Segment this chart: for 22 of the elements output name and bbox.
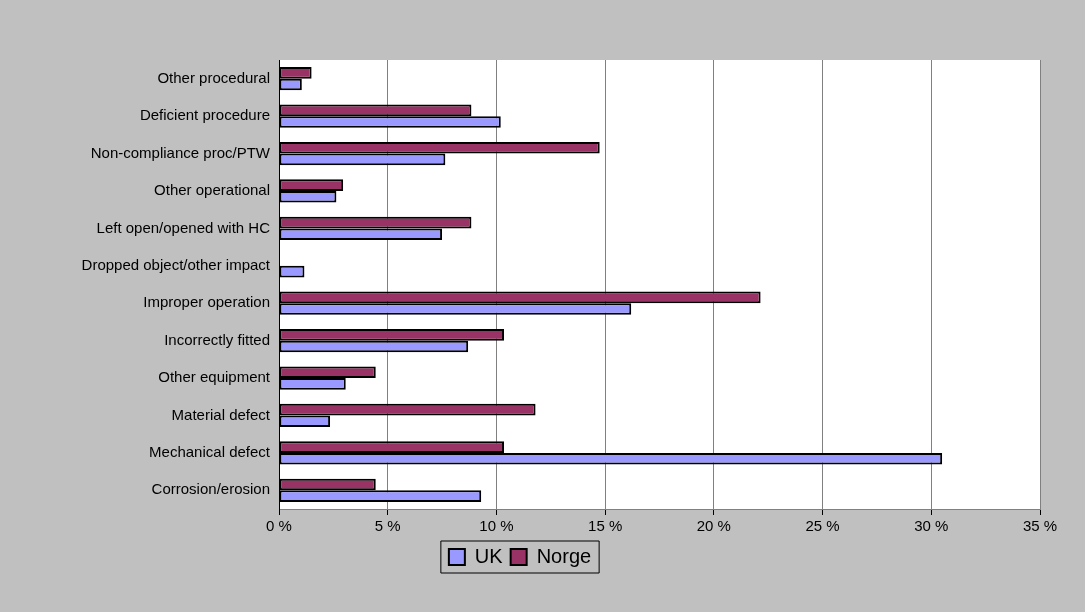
x-tick-label: 30 %	[914, 517, 949, 535]
x-tick-label: 5 %	[374, 517, 401, 535]
y-tick-label: Non-compliance proc/PTW	[90, 143, 271, 161]
y-tick-label: Other procedural	[157, 68, 270, 86]
x-tick-label: 10 %	[479, 517, 514, 535]
legend-label: UK	[474, 544, 504, 567]
y-tick-label: Other operational	[154, 181, 270, 199]
x-tick-label: 15 %	[588, 517, 623, 535]
y-tick-label: Improper operation	[143, 293, 270, 311]
y-tick-label: Other equipment	[158, 368, 271, 386]
x-tick-label: 25 %	[805, 517, 840, 535]
y-tick-label: Corrosion/erosion	[151, 480, 270, 498]
x-tick-label: 0 %	[266, 517, 292, 535]
y-tick-label: Left open/opened with HC	[96, 218, 271, 236]
y-tick-label: Mechanical defect	[149, 443, 271, 461]
x-tick-label: 35 %	[1022, 517, 1058, 535]
legend-label: Norge	[536, 544, 592, 567]
y-tick-label: Dropped object/other impact	[81, 255, 271, 273]
x-tick-label: 20 %	[696, 517, 731, 535]
y-tick-label: Incorrectly fitted	[164, 330, 270, 348]
y-tick-label: Material defect	[171, 405, 271, 423]
y-tick-label: Deficient procedure	[139, 106, 270, 124]
